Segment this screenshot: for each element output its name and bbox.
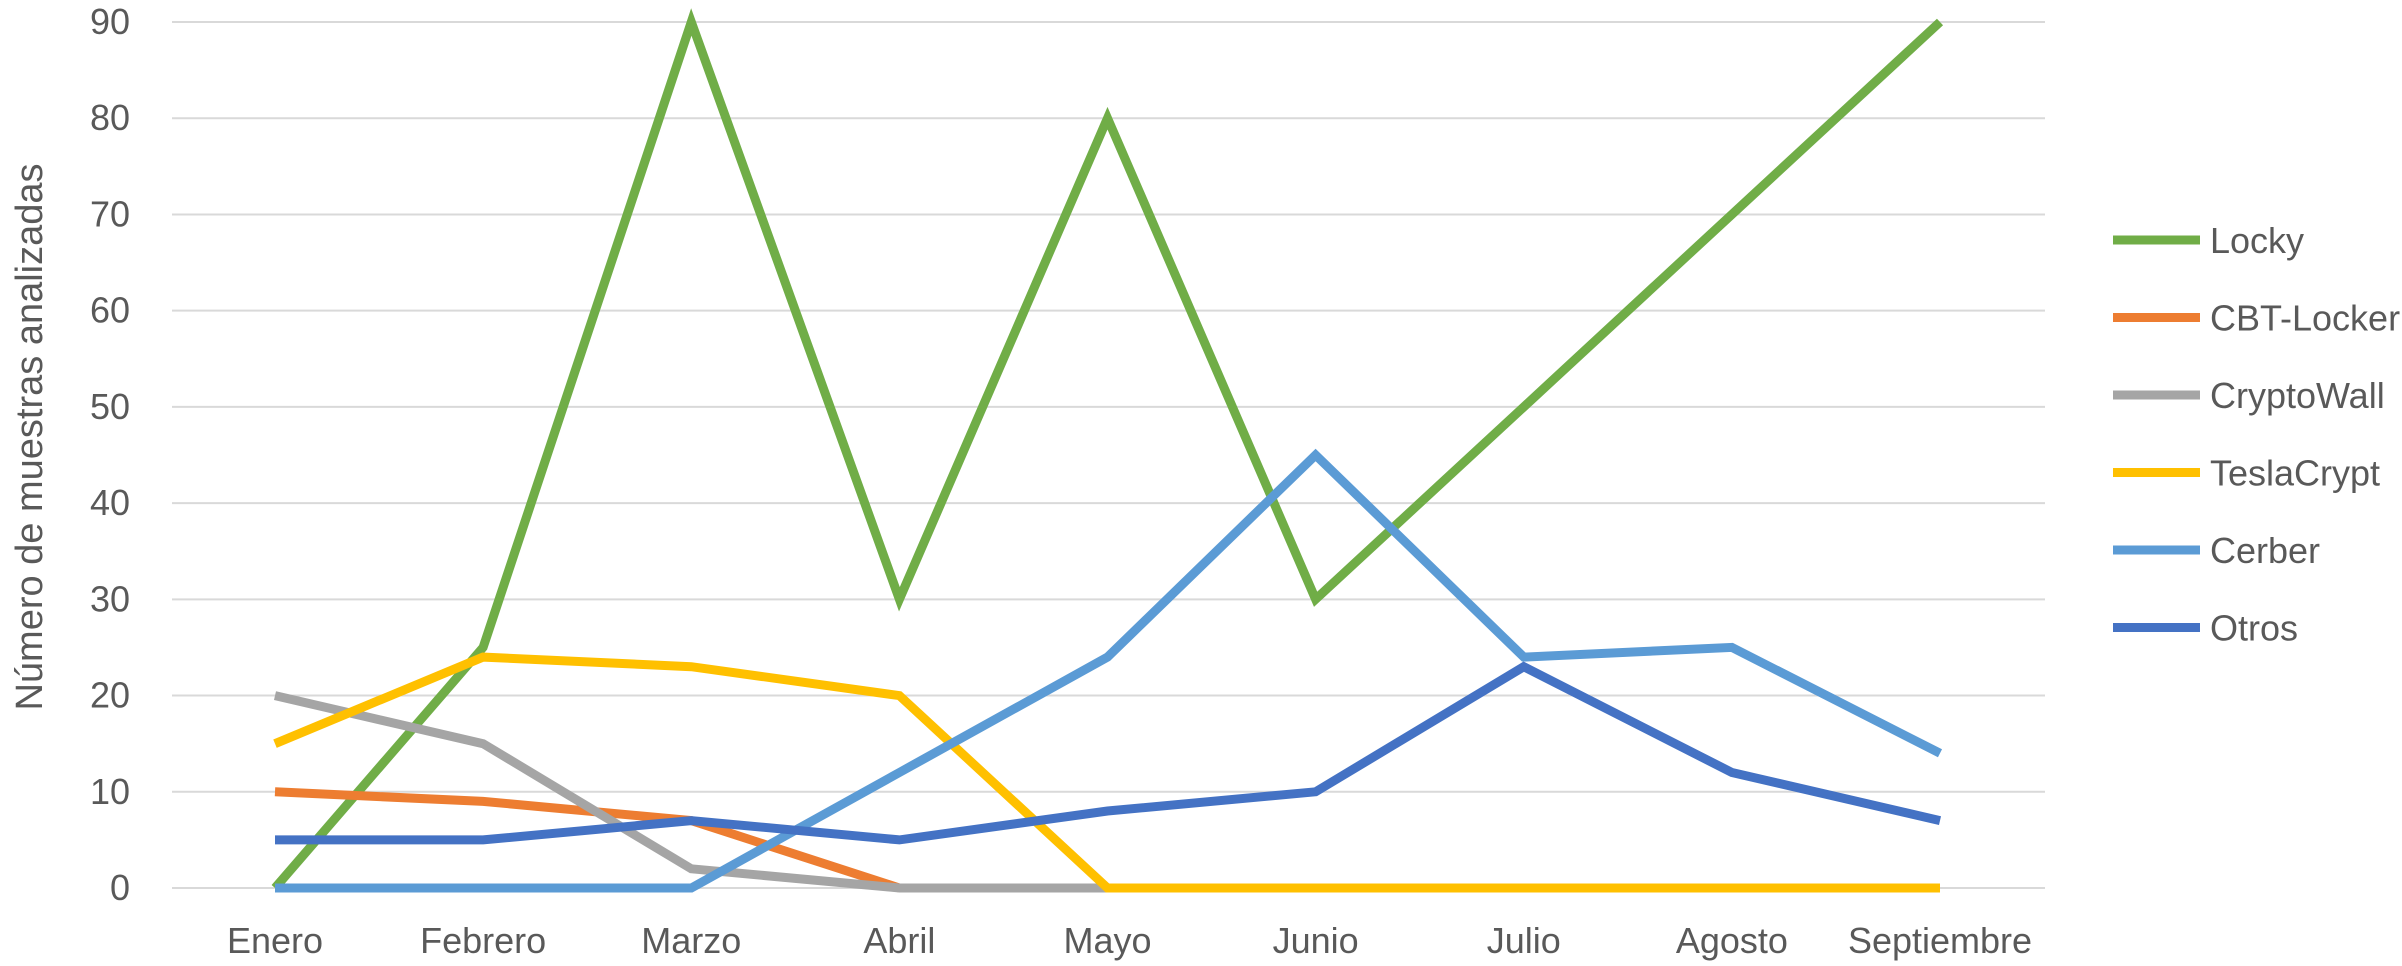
x-tick-label: Mayo: [1063, 920, 1151, 961]
y-tick-label: 30: [90, 578, 130, 619]
series-lines: [271, 8, 1944, 893]
x-axis-ticks: Enero Febrero Marzo Abril Mayo Junio Julio Agos…: [227, 920, 2032, 961]
y-tick-label: 10: [90, 771, 130, 812]
y-tick-label: 0: [110, 867, 130, 908]
y-tick-label: 60: [90, 290, 130, 331]
legend-label-otros: Otros: [2210, 608, 2298, 649]
x-tick-label: Junio: [1273, 920, 1359, 961]
x-tick-label: Febrero: [420, 920, 546, 961]
y-axis-title: Número de muestras analizadas: [9, 163, 51, 710]
legend-label-locky: Locky: [2210, 220, 2304, 261]
y-tick-label: 50: [90, 386, 130, 427]
legend: Locky CBT-Locker CryptoWall TeslaCrypt Cerbe…: [2113, 220, 2400, 649]
y-tick-label: 80: [90, 97, 130, 138]
series-line-teslacrypt: [273, 652, 1940, 893]
x-tick-label: Enero: [227, 920, 323, 961]
y-tick-label: 90: [90, 1, 130, 42]
legend-label-cbt-locker: CBT-Locker: [2210, 298, 2400, 339]
series-line-cryptowall: [273, 691, 1108, 893]
y-tick-label: 40: [90, 482, 130, 523]
legend-label-cryptowall: CryptoWall: [2210, 375, 2385, 416]
series-line-otros: [275, 661, 1942, 845]
y-axis-ticks: 0 10 20 30 40 50 60 70 80 90: [90, 1, 130, 908]
y-tick-label: 70: [90, 193, 130, 234]
legend-label-teslacrypt: TeslaCrypt: [2210, 453, 2380, 494]
x-tick-label: Abril: [863, 920, 935, 961]
series-line-cerber: [275, 448, 1943, 893]
x-tick-label: Agosto: [1676, 920, 1788, 961]
x-tick-label: Septiembre: [1848, 920, 2032, 961]
x-tick-label: Marzo: [641, 920, 741, 961]
x-tick-label: Julio: [1487, 920, 1561, 961]
gridlines: [172, 21, 2045, 889]
y-tick-label: 20: [90, 675, 130, 716]
legend-label-cerber: Cerber: [2210, 530, 2320, 571]
series-line-locky: [271, 8, 1944, 891]
